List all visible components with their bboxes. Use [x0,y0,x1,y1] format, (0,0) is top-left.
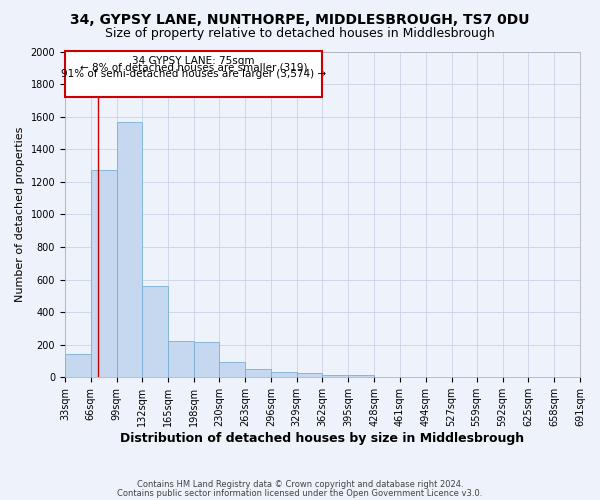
Bar [65,354,91,377]
Bar [271,372,296,377]
Bar [91,170,116,377]
Bar [348,375,374,377]
Bar [296,373,322,377]
Bar [194,342,219,377]
Bar [116,122,142,377]
Text: Contains public sector information licensed under the Open Government Licence v3: Contains public sector information licen… [118,488,482,498]
Y-axis label: Number of detached properties: Number of detached properties [15,126,25,302]
Bar [168,342,194,377]
Text: 91% of semi-detached houses are larger (3,574) →: 91% of semi-detached houses are larger (… [61,68,326,78]
Bar [219,362,245,377]
Text: Contains HM Land Registry data © Crown copyright and database right 2024.: Contains HM Land Registry data © Crown c… [137,480,463,489]
Text: 34, GYPSY LANE, NUNTHORPE, MIDDLESBROUGH, TS7 0DU: 34, GYPSY LANE, NUNTHORPE, MIDDLESBROUGH… [70,12,530,26]
Bar [142,286,168,377]
Text: ← 8% of detached houses are smaller (319): ← 8% of detached houses are smaller (319… [80,62,307,72]
Text: 34 GYPSY LANE: 75sqm: 34 GYPSY LANE: 75sqm [133,56,255,66]
Bar [245,369,271,377]
Bar [65,52,322,97]
X-axis label: Distribution of detached houses by size in Middlesbrough: Distribution of detached houses by size … [121,432,524,445]
Text: Size of property relative to detached houses in Middlesbrough: Size of property relative to detached ho… [105,28,495,40]
Bar [322,375,348,377]
